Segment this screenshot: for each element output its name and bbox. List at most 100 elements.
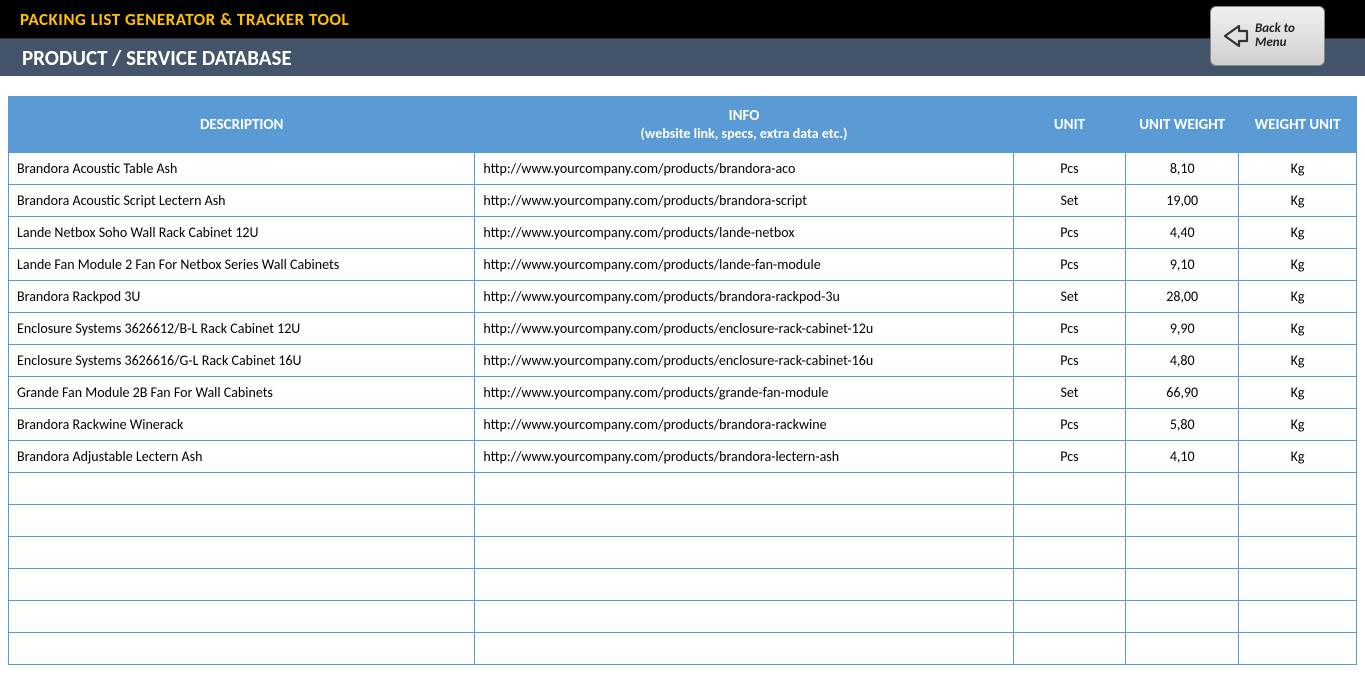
table-row[interactable]: Lande Fan Module 2 Fan For Netbox Series… bbox=[9, 249, 1357, 281]
table-row[interactable]: Brandora Acoustic Script Lectern Ashhttp… bbox=[9, 185, 1357, 217]
cell-empty[interactable] bbox=[1126, 601, 1239, 633]
cell-unit-weight[interactable]: 5,80 bbox=[1126, 409, 1239, 441]
cell-empty[interactable] bbox=[1013, 537, 1126, 569]
cell-description[interactable]: Lande Netbox Soho Wall Rack Cabinet 12U bbox=[9, 217, 475, 249]
cell-weight-unit[interactable]: Kg bbox=[1239, 281, 1357, 313]
cell-weight-unit[interactable]: Kg bbox=[1239, 217, 1357, 249]
cell-empty[interactable] bbox=[475, 601, 1013, 633]
cell-info[interactable]: http://www.yourcompany.com/products/encl… bbox=[475, 313, 1013, 345]
cell-info[interactable]: http://www.yourcompany.com/products/gran… bbox=[475, 377, 1013, 409]
cell-empty[interactable] bbox=[1013, 633, 1126, 665]
cell-empty[interactable] bbox=[1239, 537, 1357, 569]
cell-empty[interactable] bbox=[475, 537, 1013, 569]
cell-description[interactable]: Brandora Acoustic Table Ash bbox=[9, 153, 475, 185]
cell-empty[interactable] bbox=[475, 473, 1013, 505]
cell-empty[interactable] bbox=[1013, 569, 1126, 601]
cell-weight-unit[interactable]: Kg bbox=[1239, 377, 1357, 409]
cell-weight-unit[interactable]: Kg bbox=[1239, 185, 1357, 217]
cell-empty[interactable] bbox=[9, 505, 475, 537]
cell-weight-unit[interactable]: Kg bbox=[1239, 409, 1357, 441]
cell-unit-weight[interactable]: 66,90 bbox=[1126, 377, 1239, 409]
back-to-menu-button[interactable]: Back to Menu bbox=[1210, 6, 1325, 66]
cell-description[interactable]: Brandora Adjustable Lectern Ash bbox=[9, 441, 475, 473]
table-row-empty[interactable] bbox=[9, 473, 1357, 505]
table-row[interactable]: Brandora Acoustic Table Ashhttp://www.yo… bbox=[9, 153, 1357, 185]
cell-weight-unit[interactable]: Kg bbox=[1239, 441, 1357, 473]
cell-empty[interactable] bbox=[1239, 569, 1357, 601]
col-header-weight-unit[interactable]: WEIGHT UNIT bbox=[1239, 97, 1357, 153]
cell-empty[interactable] bbox=[1013, 601, 1126, 633]
cell-empty[interactable] bbox=[9, 569, 475, 601]
cell-empty[interactable] bbox=[1126, 633, 1239, 665]
cell-info[interactable]: http://www.yourcompany.com/products/encl… bbox=[475, 345, 1013, 377]
cell-empty[interactable] bbox=[1126, 569, 1239, 601]
cell-unit[interactable]: Pcs bbox=[1013, 249, 1126, 281]
cell-weight-unit[interactable]: Kg bbox=[1239, 153, 1357, 185]
cell-unit[interactable]: Pcs bbox=[1013, 217, 1126, 249]
cell-unit-weight[interactable]: 19,00 bbox=[1126, 185, 1239, 217]
cell-empty[interactable] bbox=[475, 569, 1013, 601]
cell-empty[interactable] bbox=[1126, 473, 1239, 505]
cell-info[interactable]: http://www.yourcompany.com/products/bran… bbox=[475, 409, 1013, 441]
col-header-description[interactable]: DESCRIPTION bbox=[9, 97, 475, 153]
cell-unit-weight[interactable]: 28,00 bbox=[1126, 281, 1239, 313]
col-header-unit[interactable]: UNIT bbox=[1013, 97, 1126, 153]
cell-unit-weight[interactable]: 4,80 bbox=[1126, 345, 1239, 377]
table-row-empty[interactable] bbox=[9, 505, 1357, 537]
col-header-unit-weight[interactable]: UNIT WEIGHT bbox=[1126, 97, 1239, 153]
cell-unit-weight[interactable]: 9,10 bbox=[1126, 249, 1239, 281]
cell-empty[interactable] bbox=[1239, 473, 1357, 505]
cell-empty[interactable] bbox=[1239, 505, 1357, 537]
cell-info[interactable]: http://www.yourcompany.com/products/land… bbox=[475, 217, 1013, 249]
cell-unit-weight[interactable]: 4,10 bbox=[1126, 441, 1239, 473]
cell-description[interactable]: Brandora Rackwine Winerack bbox=[9, 409, 475, 441]
cell-info[interactable]: http://www.yourcompany.com/products/bran… bbox=[475, 153, 1013, 185]
cell-unit[interactable]: Pcs bbox=[1013, 153, 1126, 185]
cell-empty[interactable] bbox=[1013, 505, 1126, 537]
cell-description[interactable]: Enclosure Systems 3626616/G-L Rack Cabin… bbox=[9, 345, 475, 377]
cell-empty[interactable] bbox=[1013, 473, 1126, 505]
col-header-info[interactable]: INFO (website link, specs, extra data et… bbox=[475, 97, 1013, 153]
table-row[interactable]: Brandora Adjustable Lectern Ashhttp://ww… bbox=[9, 441, 1357, 473]
cell-empty[interactable] bbox=[1239, 601, 1357, 633]
cell-empty[interactable] bbox=[1126, 505, 1239, 537]
table-row[interactable]: Enclosure Systems 3626612/B-L Rack Cabin… bbox=[9, 313, 1357, 345]
cell-description[interactable]: Brandora Acoustic Script Lectern Ash bbox=[9, 185, 475, 217]
cell-info[interactable]: http://www.yourcompany.com/products/bran… bbox=[475, 441, 1013, 473]
table-row-empty[interactable] bbox=[9, 601, 1357, 633]
table-row[interactable]: Lande Netbox Soho Wall Rack Cabinet 12Uh… bbox=[9, 217, 1357, 249]
cell-weight-unit[interactable]: Kg bbox=[1239, 249, 1357, 281]
cell-info[interactable]: http://www.yourcompany.com/products/bran… bbox=[475, 281, 1013, 313]
cell-description[interactable]: Enclosure Systems 3626612/B-L Rack Cabin… bbox=[9, 313, 475, 345]
cell-unit[interactable]: Set bbox=[1013, 377, 1126, 409]
cell-unit-weight[interactable]: 4,40 bbox=[1126, 217, 1239, 249]
cell-description[interactable]: Lande Fan Module 2 Fan For Netbox Series… bbox=[9, 249, 475, 281]
table-row-empty[interactable] bbox=[9, 633, 1357, 665]
cell-unit-weight[interactable]: 8,10 bbox=[1126, 153, 1239, 185]
cell-empty[interactable] bbox=[9, 601, 475, 633]
cell-empty[interactable] bbox=[9, 473, 475, 505]
table-row-empty[interactable] bbox=[9, 537, 1357, 569]
cell-empty[interactable] bbox=[475, 505, 1013, 537]
cell-unit[interactable]: Set bbox=[1013, 281, 1126, 313]
cell-empty[interactable] bbox=[9, 537, 475, 569]
cell-unit[interactable]: Pcs bbox=[1013, 441, 1126, 473]
cell-unit[interactable]: Pcs bbox=[1013, 409, 1126, 441]
cell-unit[interactable]: Pcs bbox=[1013, 345, 1126, 377]
cell-empty[interactable] bbox=[1126, 537, 1239, 569]
table-row[interactable]: Brandora Rackpod 3Uhttp://www.yourcompan… bbox=[9, 281, 1357, 313]
cell-empty[interactable] bbox=[475, 633, 1013, 665]
table-row[interactable]: Enclosure Systems 3626616/G-L Rack Cabin… bbox=[9, 345, 1357, 377]
cell-unit-weight[interactable]: 9,90 bbox=[1126, 313, 1239, 345]
cell-weight-unit[interactable]: Kg bbox=[1239, 313, 1357, 345]
cell-description[interactable]: Grande Fan Module 2B Fan For Wall Cabine… bbox=[9, 377, 475, 409]
table-row-empty[interactable] bbox=[9, 569, 1357, 601]
cell-empty[interactable] bbox=[9, 633, 475, 665]
cell-weight-unit[interactable]: Kg bbox=[1239, 345, 1357, 377]
cell-empty[interactable] bbox=[1239, 633, 1357, 665]
table-row[interactable]: Grande Fan Module 2B Fan For Wall Cabine… bbox=[9, 377, 1357, 409]
cell-info[interactable]: http://www.yourcompany.com/products/land… bbox=[475, 249, 1013, 281]
cell-unit[interactable]: Set bbox=[1013, 185, 1126, 217]
cell-unit[interactable]: Pcs bbox=[1013, 313, 1126, 345]
table-row[interactable]: Brandora Rackwine Winerackhttp://www.you… bbox=[9, 409, 1357, 441]
